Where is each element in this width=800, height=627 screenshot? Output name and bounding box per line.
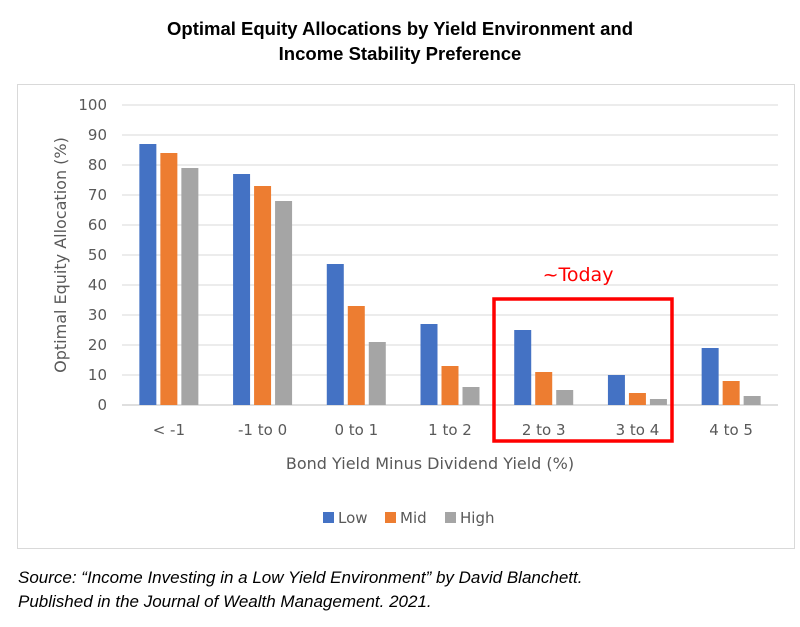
y-tick-label: 10 [88, 366, 107, 384]
x-tick-label: 1 to 2 [428, 421, 472, 439]
legend-swatch-mid [385, 512, 396, 523]
y-tick-label: 60 [88, 216, 107, 234]
y-tick-label: 40 [88, 276, 107, 294]
bar-low [607, 375, 625, 405]
bar-low [233, 174, 251, 405]
bar-mid [722, 381, 740, 405]
bar-high [368, 342, 386, 405]
y-tick-label: 50 [88, 246, 107, 264]
bar-low [326, 264, 344, 405]
source-citation: Source: “Income Investing in a Low Yield… [18, 566, 582, 614]
today-highlight-box [492, 297, 674, 443]
y-tick-label: 80 [88, 156, 107, 174]
y-tick-label: 90 [88, 126, 107, 144]
bar-mid [160, 153, 178, 405]
y-tick-label: 20 [88, 336, 107, 354]
x-tick-label: 4 to 5 [709, 421, 753, 439]
bar-mid [254, 186, 272, 405]
bar-low [514, 330, 532, 405]
legend-label-high: High [460, 509, 494, 527]
bar-high [181, 168, 199, 405]
legend: Low Mid High [323, 509, 494, 527]
gridlines [122, 104, 778, 406]
bar-high [275, 201, 293, 405]
bar-mid [535, 372, 553, 405]
legend-label-mid: Mid [400, 509, 427, 527]
chart-frame [17, 84, 795, 549]
bar-high [743, 396, 761, 405]
source-line2: Published in the Journal of Wealth Manag… [18, 592, 432, 611]
source-line1: Source: “Income Investing in a Low Yield… [18, 568, 583, 587]
bar-mid [628, 393, 646, 405]
bar-mid [441, 366, 459, 405]
bar-mid [347, 306, 365, 405]
legend-swatch-high [445, 512, 456, 523]
x-axis-ticks: < -1 -1 to 0 0 to 1 1 to 2 2 to 3 3 to 4 4 to … [153, 421, 753, 439]
chart-title-line1: Optimal Equity Allocations by Yield Envi… [167, 18, 633, 39]
x-tick-label: 0 to 1 [334, 421, 378, 439]
bar-low [420, 324, 438, 405]
x-tick-label: -1 to 0 [238, 421, 287, 439]
y-axis-ticks: 0 10 20 30 40 50 60 70 80 90 100 [78, 96, 107, 414]
x-tick-label: < -1 [153, 421, 185, 439]
y-tick-label: 30 [88, 306, 107, 324]
today-annotation: ~Today [543, 264, 614, 286]
chart-title: Optimal Equity Allocations by Yield Envi… [0, 16, 800, 66]
bar-high [556, 390, 574, 405]
y-axis-title: Optimal Equity Allocation (%) [51, 137, 70, 373]
bars [139, 144, 761, 405]
legend-swatch-low [323, 512, 334, 523]
bar-low [701, 348, 719, 405]
bar-high [649, 399, 667, 405]
x-axis-title: Bond Yield Minus Dividend Yield (%) [286, 454, 574, 473]
bar-low [139, 144, 157, 405]
y-tick-label: 70 [88, 186, 107, 204]
bar-high [462, 387, 480, 405]
x-tick-label: 2 to 3 [522, 421, 566, 439]
chart-title-line2: Income Stability Preference [278, 43, 522, 64]
x-tick-label: 3 to 4 [616, 421, 660, 439]
y-tick-label: 100 [78, 96, 107, 114]
legend-label-low: Low [338, 509, 368, 527]
y-tick-label: 0 [97, 396, 107, 414]
